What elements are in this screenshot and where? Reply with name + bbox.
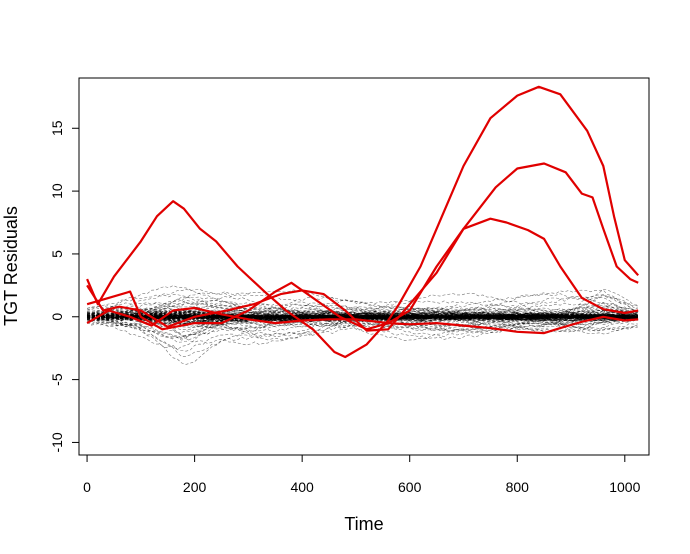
background-series-line [87,304,638,339]
background-series-line [87,293,638,352]
y-axis: -10 -5 0 5 10 15 [49,120,80,453]
background-series-line [87,311,638,322]
background-series-line [86,302,638,339]
highlight-series-line-3 [86,217,639,331]
background-series-line [86,313,638,321]
background-series-line [86,313,638,323]
x-tick-label: 1000 [609,479,640,495]
background-series-line [86,306,638,343]
background-series-line [87,313,638,321]
x-tick-label: 200 [183,479,207,495]
x-axis: 0 200 400 600 800 1000 [83,454,641,495]
x-tick-label: 800 [506,479,530,495]
y-tick-label: -10 [49,432,65,452]
highlight-series-line-1 [86,85,640,359]
background-series-line [87,309,638,326]
x-tick-label: 0 [83,479,91,495]
x-axis-title: Time [344,514,383,534]
background-series-group [86,285,638,365]
background-series-line [87,296,638,328]
highlight-series-line-2 [86,162,639,332]
y-tick-label: 0 [49,313,65,321]
background-series-line [87,300,638,331]
highlight-series-group [86,85,640,359]
y-tick-label: 15 [49,120,65,136]
x-tick-label: 400 [290,479,314,495]
background-series-line [87,300,638,329]
y-tick-label: -5 [49,373,65,386]
y-axis-title: TGT Residuals [1,206,21,326]
x-tick-label: 600 [398,479,422,495]
background-series-line [87,309,638,324]
highlight-series-line-4 [86,306,639,335]
background-series-line [87,308,638,341]
background-series-line [86,313,638,322]
background-series-line [87,285,638,342]
background-series-line [86,294,638,357]
background-series-line [87,311,638,320]
background-series-line [87,296,638,350]
background-series-line [86,292,638,346]
background-series-line [87,311,638,333]
background-series-line [86,289,638,328]
background-series-line [87,302,638,329]
y-tick-label: 5 [49,250,65,258]
y-tick-label: 10 [49,183,65,199]
background-series-line [87,299,638,327]
